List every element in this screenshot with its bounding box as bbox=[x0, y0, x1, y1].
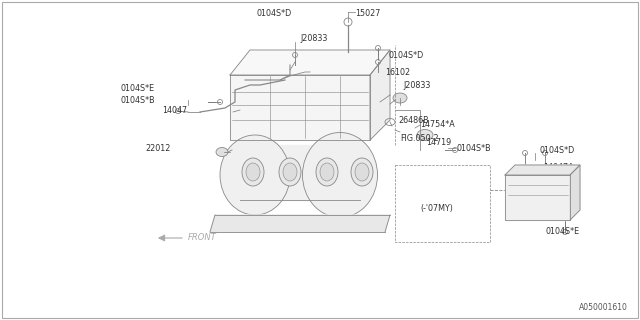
Text: (-'07MY): (-'07MY) bbox=[420, 204, 453, 212]
Text: 0104S*E: 0104S*E bbox=[545, 228, 579, 236]
Ellipse shape bbox=[320, 163, 334, 181]
Ellipse shape bbox=[283, 163, 297, 181]
Ellipse shape bbox=[393, 93, 407, 103]
Ellipse shape bbox=[220, 135, 290, 215]
Polygon shape bbox=[505, 175, 570, 220]
Polygon shape bbox=[570, 165, 580, 220]
Text: 15027: 15027 bbox=[355, 9, 380, 18]
Text: J20833: J20833 bbox=[403, 81, 430, 90]
Text: 0104S*B: 0104S*B bbox=[456, 143, 491, 153]
Ellipse shape bbox=[216, 148, 228, 156]
Text: 14754*A: 14754*A bbox=[420, 119, 455, 129]
Text: 22012: 22012 bbox=[145, 143, 170, 153]
Polygon shape bbox=[370, 50, 390, 140]
Polygon shape bbox=[230, 50, 390, 75]
Polygon shape bbox=[505, 165, 580, 175]
Text: 14047A: 14047A bbox=[543, 163, 573, 172]
Text: 0104S*D: 0104S*D bbox=[256, 9, 291, 18]
Ellipse shape bbox=[242, 158, 264, 186]
Text: A050001610: A050001610 bbox=[579, 303, 628, 312]
Text: 0104S*B: 0104S*B bbox=[120, 95, 155, 105]
Ellipse shape bbox=[316, 158, 338, 186]
Text: FIG.050-2: FIG.050-2 bbox=[400, 133, 438, 142]
Text: 0104S*D: 0104S*D bbox=[540, 146, 575, 155]
Text: 16102: 16102 bbox=[385, 68, 410, 76]
Text: J20833: J20833 bbox=[300, 34, 328, 43]
Ellipse shape bbox=[246, 163, 260, 181]
Polygon shape bbox=[240, 145, 360, 200]
Ellipse shape bbox=[417, 130, 433, 140]
Text: 0104S*D: 0104S*D bbox=[388, 51, 423, 60]
Text: FRONT: FRONT bbox=[188, 234, 217, 243]
Ellipse shape bbox=[303, 132, 378, 218]
Ellipse shape bbox=[279, 158, 301, 186]
Ellipse shape bbox=[351, 158, 373, 186]
Text: 14719: 14719 bbox=[426, 138, 451, 147]
Text: 26486B: 26486B bbox=[398, 116, 429, 124]
Polygon shape bbox=[210, 215, 390, 232]
Text: 14047: 14047 bbox=[162, 106, 187, 115]
Text: 0104S*E: 0104S*E bbox=[120, 84, 154, 92]
Ellipse shape bbox=[355, 163, 369, 181]
Polygon shape bbox=[230, 75, 370, 140]
